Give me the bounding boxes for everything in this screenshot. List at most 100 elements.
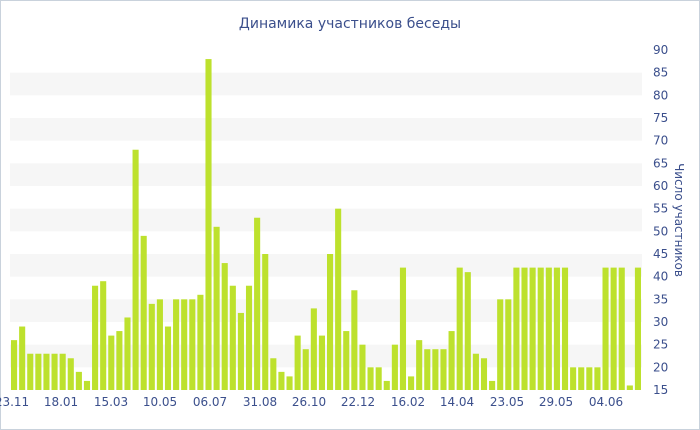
bar bbox=[375, 367, 382, 390]
bars bbox=[11, 59, 641, 390]
bar bbox=[286, 376, 293, 390]
bar bbox=[416, 340, 423, 390]
y-tick-label: 55 bbox=[653, 202, 668, 216]
bar bbox=[634, 267, 641, 390]
bar bbox=[254, 217, 261, 390]
bar bbox=[602, 267, 609, 390]
bar bbox=[399, 267, 407, 390]
bar bbox=[383, 380, 390, 390]
bar bbox=[521, 267, 528, 390]
y-tick-label: 40 bbox=[653, 270, 668, 284]
grid-band bbox=[10, 163, 642, 186]
bar bbox=[480, 358, 488, 390]
bar bbox=[294, 335, 301, 390]
grid-band bbox=[10, 118, 642, 141]
bar bbox=[270, 358, 277, 390]
bar bbox=[140, 235, 147, 390]
x-tick-label: 16.02 bbox=[391, 395, 425, 409]
grid-band bbox=[10, 299, 642, 322]
y-tick-label: 80 bbox=[653, 88, 668, 102]
y-tick-label: 20 bbox=[653, 360, 668, 374]
grid-band bbox=[10, 72, 642, 96]
bar bbox=[205, 59, 212, 390]
bar bbox=[181, 299, 188, 390]
bar bbox=[164, 326, 172, 390]
bar bbox=[19, 326, 26, 390]
bar bbox=[156, 299, 163, 390]
bar bbox=[262, 254, 269, 390]
bar bbox=[553, 267, 560, 390]
x-tick-label: 06.07 bbox=[193, 395, 227, 409]
y-axis-ticks: 15 20 25 30 35 40 45 50 55 60 65 70 75 80 85 90 bbox=[653, 43, 668, 397]
bar bbox=[448, 331, 455, 390]
bar bbox=[67, 358, 74, 390]
bar bbox=[594, 367, 601, 390]
bar bbox=[327, 254, 334, 390]
y-tick-label: 25 bbox=[653, 338, 668, 352]
x-tick-label: 23.05 bbox=[490, 395, 524, 409]
bar bbox=[278, 371, 285, 390]
bar bbox=[229, 285, 236, 390]
bar bbox=[245, 285, 253, 390]
bar bbox=[318, 335, 325, 390]
bar bbox=[92, 285, 99, 390]
y-tick-label: 70 bbox=[653, 134, 668, 148]
bar bbox=[27, 353, 34, 390]
bar bbox=[440, 349, 447, 390]
y-tick-label: 60 bbox=[653, 179, 668, 193]
y-tick-label: 15 bbox=[653, 383, 668, 397]
grid-band bbox=[10, 254, 642, 277]
chart-title: Динамика участников беседы bbox=[239, 16, 461, 32]
bar bbox=[189, 299, 196, 390]
bar bbox=[618, 267, 625, 390]
bar bbox=[173, 299, 180, 390]
bar bbox=[464, 272, 471, 390]
bar bbox=[505, 299, 512, 390]
bar bbox=[570, 367, 577, 390]
bar bbox=[302, 349, 309, 390]
y-tick-label: 30 bbox=[653, 315, 668, 329]
y-tick-label: 75 bbox=[653, 111, 668, 125]
bar bbox=[529, 267, 536, 390]
bar bbox=[197, 294, 204, 390]
bar bbox=[132, 149, 139, 390]
x-axis-ticks: 23.11 18.01 15.03 10.05 06.07 31.08 26.10 22.12… bbox=[0, 395, 623, 409]
x-tick-label: 15.03 bbox=[94, 395, 128, 409]
bar bbox=[586, 367, 593, 390]
bar bbox=[610, 267, 617, 390]
x-tick-label: 14.04 bbox=[440, 395, 474, 409]
y-tick-label: 35 bbox=[653, 292, 668, 306]
x-tick-label: 23.11 bbox=[0, 395, 29, 409]
y-tick-label: 90 bbox=[653, 43, 668, 57]
grid-band bbox=[10, 208, 642, 232]
y-tick-label: 85 bbox=[653, 66, 668, 80]
bar bbox=[59, 353, 66, 390]
bar bbox=[335, 208, 342, 390]
x-tick-label: 18.01 bbox=[44, 395, 78, 409]
y-tick-label: 65 bbox=[653, 156, 668, 170]
bar bbox=[561, 267, 569, 390]
bar bbox=[359, 344, 366, 390]
bar bbox=[83, 380, 91, 390]
bar bbox=[310, 308, 317, 390]
y-axis-label: Число участников bbox=[672, 163, 686, 277]
bar bbox=[11, 340, 18, 390]
bar bbox=[408, 376, 415, 390]
y-tick-label: 45 bbox=[653, 247, 668, 261]
bar bbox=[100, 281, 107, 390]
bar bbox=[213, 226, 220, 390]
bar bbox=[116, 331, 123, 390]
x-tick-label: 31.08 bbox=[243, 395, 277, 409]
bar bbox=[237, 312, 244, 390]
x-tick-label: 26.10 bbox=[292, 395, 326, 409]
bar bbox=[351, 290, 358, 390]
bar bbox=[221, 263, 228, 390]
bar bbox=[489, 380, 496, 390]
bar bbox=[75, 371, 82, 390]
bar bbox=[472, 353, 479, 390]
bar bbox=[537, 267, 544, 390]
bar bbox=[148, 303, 155, 390]
bar bbox=[51, 353, 58, 390]
bar bbox=[578, 367, 585, 390]
